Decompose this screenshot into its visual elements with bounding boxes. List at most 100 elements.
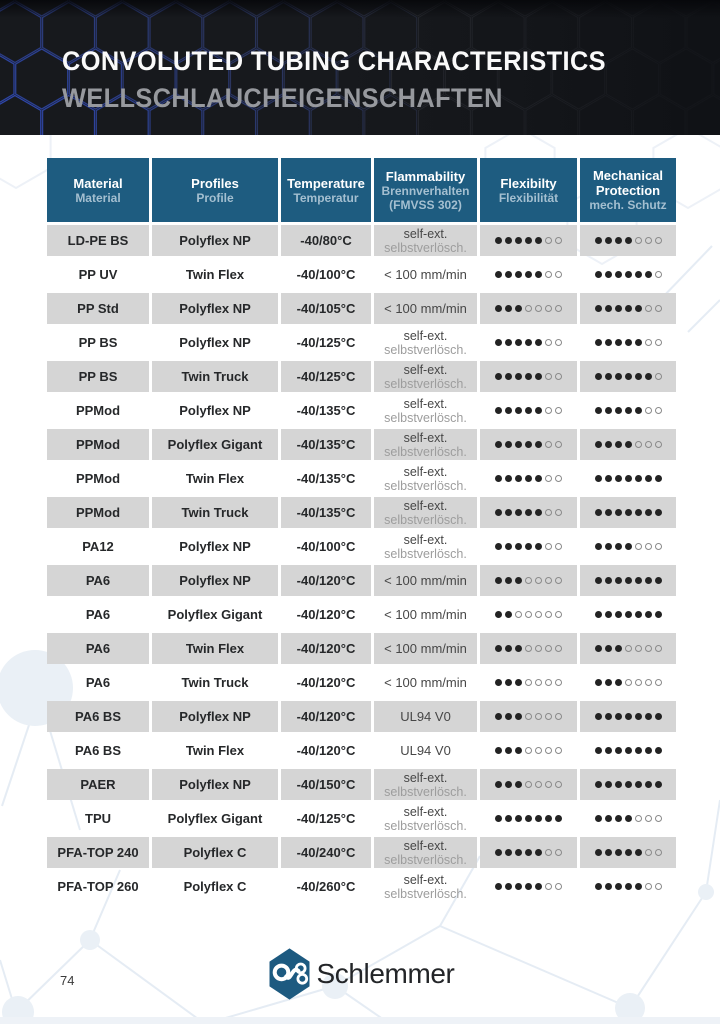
temperature-cell: -40/100°C xyxy=(296,539,356,554)
dot-empty xyxy=(525,747,532,754)
flexibility-cell xyxy=(480,395,577,426)
dot-filled xyxy=(624,713,632,720)
dot-empty xyxy=(545,543,552,550)
dot-filled xyxy=(634,883,642,890)
flammability-line: < 100 mm/min xyxy=(384,641,467,656)
header-sublabel: (FMVSS 302) xyxy=(389,197,462,212)
dot-empty xyxy=(654,815,662,822)
rating-dots xyxy=(580,713,676,720)
flammability-line: self-ext. xyxy=(403,430,448,445)
flammability-line: self-ext. xyxy=(403,328,448,343)
rating-dots xyxy=(580,407,676,414)
dot-filled xyxy=(495,407,502,414)
dot-filled xyxy=(634,373,642,380)
flammability-line: < 100 mm/min xyxy=(384,267,467,282)
table-row: LD-PE BS Polyflex NP -40/80°C self-ext. selb… xyxy=(47,225,676,256)
dot-filled xyxy=(495,645,502,652)
table-row: PP UV Twin Flex -40/100°C < 100 mm/min xyxy=(47,259,676,290)
dot-filled xyxy=(604,883,612,890)
mechanical-protection-cell xyxy=(580,327,676,358)
logo-hexagon-tube-icon xyxy=(269,948,310,1000)
dot-empty xyxy=(545,679,552,686)
rating-dots xyxy=(480,781,577,788)
dot-filled xyxy=(624,305,632,312)
dot-empty xyxy=(525,611,532,618)
rating-dots xyxy=(480,407,577,414)
dot-empty xyxy=(654,543,662,550)
dot-filled xyxy=(505,373,512,380)
dot-empty xyxy=(634,645,642,652)
dot-filled xyxy=(505,577,512,584)
table-row: PA6 Polyflex NP -40/120°C < 100 mm/min xyxy=(47,565,676,596)
flammability-cell: self-ext. selbstverlösch. xyxy=(374,225,477,256)
profile-cell: Polyflex NP xyxy=(179,335,251,350)
dot-filled xyxy=(634,577,642,584)
dot-filled xyxy=(644,509,652,516)
table-row: PA6 Twin Flex -40/120°C < 100 mm/min xyxy=(47,633,676,664)
flammability-cell: self-ext. selbstverlösch. xyxy=(374,463,477,494)
dot-empty xyxy=(545,475,552,482)
dot-empty xyxy=(525,645,532,652)
temperature-cell: -40/125°C xyxy=(281,361,371,392)
mechanical-protection-cell xyxy=(580,769,676,800)
flammability-cell: self-ext. selbstverlösch. xyxy=(374,769,477,800)
column-header-mechanical: Mechanical Protection mech. Schutz xyxy=(580,158,676,222)
temperature-cell: -40/120°C xyxy=(281,633,371,664)
rating-dots xyxy=(580,475,676,482)
dot-empty xyxy=(654,407,662,414)
dot-filled xyxy=(624,543,632,550)
rating-dots xyxy=(580,747,676,754)
page-number: 74 xyxy=(60,973,75,988)
header-label: Protection xyxy=(595,183,661,198)
flexibility-cell xyxy=(480,429,577,460)
header-sublabel: Material xyxy=(75,190,121,205)
dot-empty xyxy=(644,815,652,822)
dot-filled xyxy=(535,509,542,516)
dot-filled xyxy=(594,543,602,550)
dot-empty xyxy=(555,509,562,516)
dot-filled xyxy=(505,305,512,312)
dot-empty xyxy=(644,543,652,550)
flammability-cell: self-ext. selbstverlösch. xyxy=(374,531,477,562)
dot-filled xyxy=(535,883,542,890)
rating-dots xyxy=(480,611,577,618)
table-row: PA6 BS Polyflex NP -40/120°C UL94 V0 xyxy=(47,701,676,732)
dot-filled xyxy=(525,815,532,822)
table-row: PP BS Polyflex NP -40/125°C self-ext. selbst… xyxy=(47,327,676,358)
temperature-cell: -40/135°C xyxy=(281,497,371,528)
rating-dots xyxy=(580,849,676,856)
dot-filled xyxy=(525,475,532,482)
flammability-cell: < 100 mm/min xyxy=(374,565,477,596)
table-row: PP BS Twin Truck -40/125°C self-ext. selbstv… xyxy=(47,361,676,392)
column-header-flexibility: Flexibilty Flexibilität xyxy=(480,158,577,222)
dot-empty xyxy=(535,713,542,720)
flammability-line: self-ext. xyxy=(403,838,448,853)
material-cell: PA6 xyxy=(47,565,149,596)
dot-filled xyxy=(634,713,642,720)
dot-filled xyxy=(505,611,512,618)
material-cell: TPU xyxy=(85,811,111,826)
dot-filled xyxy=(525,407,532,414)
dot-filled xyxy=(614,611,622,618)
dot-filled xyxy=(525,849,532,856)
dot-empty xyxy=(545,407,552,414)
dot-filled xyxy=(525,883,532,890)
mechanical-protection-cell xyxy=(580,735,676,766)
rating-dots xyxy=(580,509,676,516)
rating-dots xyxy=(480,747,577,754)
dot-filled xyxy=(634,475,642,482)
flexibility-cell xyxy=(480,803,577,834)
dot-filled xyxy=(505,713,512,720)
mechanical-protection-cell xyxy=(580,803,676,834)
dot-filled xyxy=(654,611,662,618)
rating-dots xyxy=(480,475,577,482)
material-cell: PPMod xyxy=(47,429,149,460)
table-header: Material Material Profiles Profile Temperatu… xyxy=(47,158,676,222)
material-cell: PP UV xyxy=(78,267,118,282)
dot-empty xyxy=(535,645,542,652)
dot-filled xyxy=(495,509,502,516)
temperature-cell: -40/120°C xyxy=(296,607,356,622)
tubing-characteristics-table: Material Material Profiles Profile Temperatu… xyxy=(44,155,679,905)
dot-filled xyxy=(505,815,512,822)
material-cell: PAER xyxy=(47,769,149,800)
